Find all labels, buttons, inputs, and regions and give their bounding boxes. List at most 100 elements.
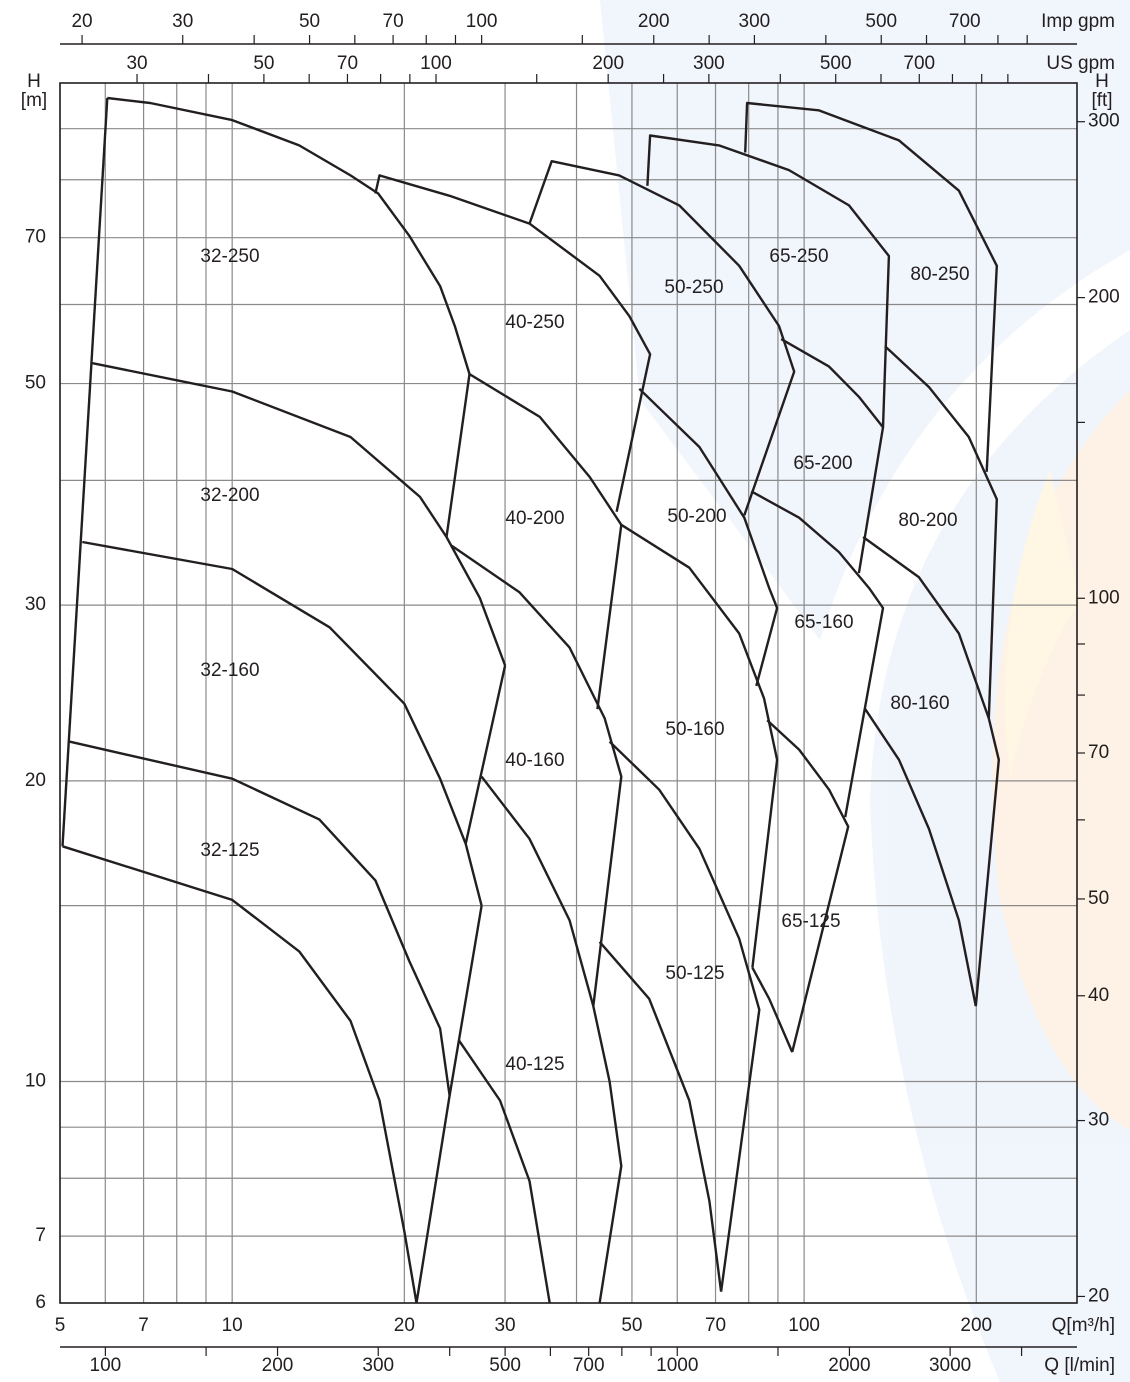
pump-curve (374, 174, 652, 513)
secondary-tick-label: 50 (253, 53, 274, 74)
secondary-tick-label: 30 (172, 11, 193, 32)
model-label: 50-250 (664, 277, 723, 298)
y2-tick-label: 30 (1088, 1110, 1109, 1131)
pump-curve (766, 719, 850, 1053)
pump-curve (620, 523, 779, 968)
pump-curve (415, 905, 483, 1304)
model-label: 32-160 (200, 660, 259, 681)
pump-curve (468, 373, 623, 710)
model-label: 40-250 (505, 312, 564, 333)
watermark (600, 0, 1130, 1382)
y-tick-label: 7 (35, 1225, 46, 1246)
grid (59, 83, 1077, 1304)
pump-curve (646, 134, 891, 428)
model-label: 40-200 (505, 508, 564, 529)
secondary-tick-label: 100 (420, 53, 452, 74)
secondary-tick-label: 30 (126, 53, 147, 74)
pump-curve (107, 96, 471, 375)
model-label: 50-200 (667, 506, 726, 527)
pump-curve (884, 345, 998, 719)
secondary-tick-label: 2000 (828, 1355, 870, 1376)
model-label: 65-160 (794, 612, 853, 633)
model-label: 80-200 (898, 510, 957, 531)
pump-curve (744, 101, 998, 472)
secondary-axis-label: Imp gpm (1041, 11, 1115, 32)
secondary-tick-label: 500 (865, 11, 897, 32)
secondary-tick-label: 200 (638, 11, 670, 32)
model-label: 80-160 (890, 693, 949, 714)
model-label: 50-125 (665, 963, 724, 984)
pump-curve (638, 387, 779, 687)
model-label: 65-250 (769, 246, 828, 267)
pump-curve (69, 740, 451, 1096)
pump-curve (750, 490, 885, 818)
pump-curve (92, 362, 507, 666)
pump-curve (464, 665, 507, 845)
secondary-tick-label: 1000 (656, 1355, 698, 1376)
model-label: 32-200 (200, 485, 259, 506)
x-tick-label: 100 (788, 1315, 820, 1336)
pump-curve (445, 373, 471, 538)
y2-tick-label: 20 (1088, 1285, 1109, 1306)
pump-curve (780, 338, 885, 574)
model-label: 32-125 (200, 840, 259, 861)
x-tick-label: 10 (222, 1315, 243, 1336)
x-tick-label: 5 (55, 1315, 66, 1336)
plot-frame (59, 82, 1078, 1304)
y-tick-label: 6 (35, 1292, 46, 1313)
y-tick-label: 30 (25, 594, 46, 615)
secondary-tick-label: 700 (573, 1355, 605, 1376)
x-tick-label: 20 (394, 1315, 415, 1336)
pump-curve (751, 967, 794, 1053)
secondary-tick-label: 3000 (929, 1355, 971, 1376)
secondary-tick-label: 300 (739, 11, 771, 32)
model-label: 65-200 (793, 453, 852, 474)
watermark-shape (1005, 470, 1080, 780)
pump-curve (451, 544, 623, 1007)
pump-curve (61, 97, 109, 847)
model-label: 40-125 (505, 1054, 564, 1075)
pump-curve (864, 708, 977, 1007)
pump-curve (457, 1039, 551, 1304)
secondary-tick-label: 700 (903, 53, 935, 74)
pump-curve (528, 160, 796, 516)
secondary-tick-label: 70 (337, 53, 358, 74)
y-axis-unit: [m] (21, 90, 47, 111)
x-axis-label: Q[m³/h] (1052, 1315, 1115, 1336)
y2-tick-label: 100 (1088, 587, 1120, 608)
pump-curve (480, 775, 623, 1304)
model-label: 80-250 (910, 264, 969, 285)
y2-axis-unit: [ft] (1091, 90, 1112, 111)
secondary-tick-label: 500 (489, 1355, 521, 1376)
secondary-tick-label: 70 (383, 11, 404, 32)
y2-axis-label: H (1095, 71, 1109, 92)
pump-curve (82, 540, 483, 906)
y2-tick-label: 50 (1088, 888, 1109, 909)
x-tick-label: 30 (494, 1315, 515, 1336)
y-tick-label: 10 (25, 1071, 46, 1092)
y2-tick-label: 300 (1088, 111, 1120, 132)
secondary-tick-label: 300 (362, 1355, 394, 1376)
x-tick-label: 50 (621, 1315, 642, 1336)
secondary-tick-label: 700 (949, 11, 981, 32)
secondary-tick-label: 500 (820, 53, 852, 74)
y-tick-label: 20 (25, 770, 46, 791)
y-tick-label: 70 (25, 227, 46, 248)
secondary-axis-label: US gpm (1046, 53, 1115, 74)
y2-tick-label: 40 (1088, 985, 1109, 1006)
y2-tick-label: 200 (1088, 287, 1120, 308)
x-tick-label: 200 (960, 1315, 992, 1336)
secondary-tick-label: 100 (90, 1355, 122, 1376)
watermark-shape (600, 0, 1130, 1382)
model-label: 65-125 (781, 911, 840, 932)
curves (61, 96, 1000, 1304)
pump-curve (862, 536, 1000, 1007)
model-label: 50-160 (665, 719, 724, 740)
secondary-axis-label: Q [l/min] (1044, 1355, 1115, 1376)
x-tick-label: 70 (705, 1315, 726, 1336)
secondary-tick-label: 20 (71, 11, 92, 32)
secondary-tick-label: 300 (693, 53, 725, 74)
model-label: 40-160 (505, 750, 564, 771)
